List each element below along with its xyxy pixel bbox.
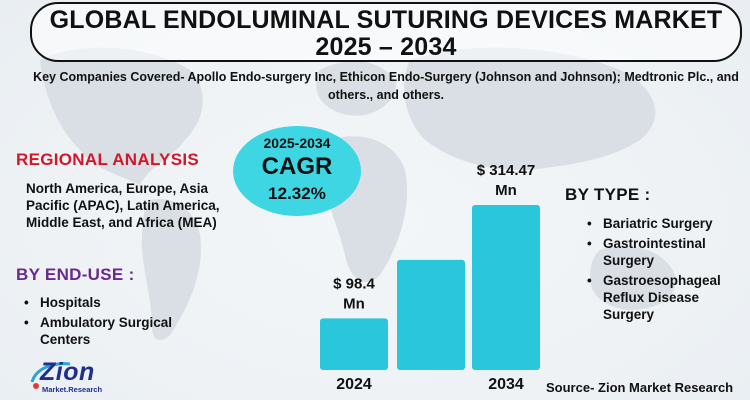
end-use-item: Ambulatory Surgical Centers — [20, 314, 220, 348]
cagr-label: CAGR — [261, 153, 333, 180]
regional-analysis-heading: REGIONAL ANALYSIS — [16, 150, 200, 169]
end-use-item: Hospitals — [20, 294, 220, 311]
data-label-2034: $ 314.47 Mn — [477, 162, 535, 199]
type-item: Gastroesophageal Reflux Disease Surgery — [583, 272, 748, 323]
key-companies-text: Key Companies Covered- Apollo Endo-surge… — [33, 70, 739, 102]
by-type-list: Bariatric Surgery Gastrointestinal Surge… — [583, 215, 748, 326]
cagr-badge: 2025-2034 CAGR 12.32% — [233, 126, 361, 216]
regions-text: North America, Europe, Asia Pacific (APA… — [26, 181, 220, 230]
type-item: Gastrointestinal Surgery — [583, 235, 748, 269]
end-use-list: Hospitals Ambulatory Surgical Centers — [20, 294, 220, 351]
page-title: GLOBAL ENDOLUMINAL SUTURING DEVICES MARK… — [49, 6, 723, 34]
source-note: Source- Zion Market Research — [546, 380, 734, 395]
x-tick-2034: 2034 — [488, 376, 524, 393]
end-use-heading: BY END-USE : — [16, 265, 135, 284]
page-title-years: 2025 – 2034 — [315, 33, 457, 61]
cagr-value: 12.32% — [268, 184, 326, 203]
cagr-period: 2025-2034 — [263, 135, 331, 151]
data-label-2024: $ 98.4 Mn — [333, 275, 375, 312]
bar-2024 — [320, 318, 388, 370]
bar-2034 — [472, 205, 540, 370]
zion-logo: Zion Market.Research — [26, 358, 116, 398]
type-item: Bariatric Surgery — [583, 215, 748, 232]
logo-wordmark: Zion — [40, 358, 95, 386]
by-type-heading: BY TYPE : — [565, 185, 651, 204]
logo-subtext: Market.Research — [42, 385, 103, 394]
market-size-bar-chart: $ 98.4 Mn 2024 $ 314.47 Mn 2034 — [320, 162, 540, 393]
x-tick-2024: 2024 — [336, 376, 372, 393]
logo-swoosh-icon — [30, 362, 71, 389]
bar-mid — [397, 259, 465, 370]
title-banner: GLOBAL ENDOLUMINAL SUTURING DEVICES MARK… — [30, 2, 742, 62]
